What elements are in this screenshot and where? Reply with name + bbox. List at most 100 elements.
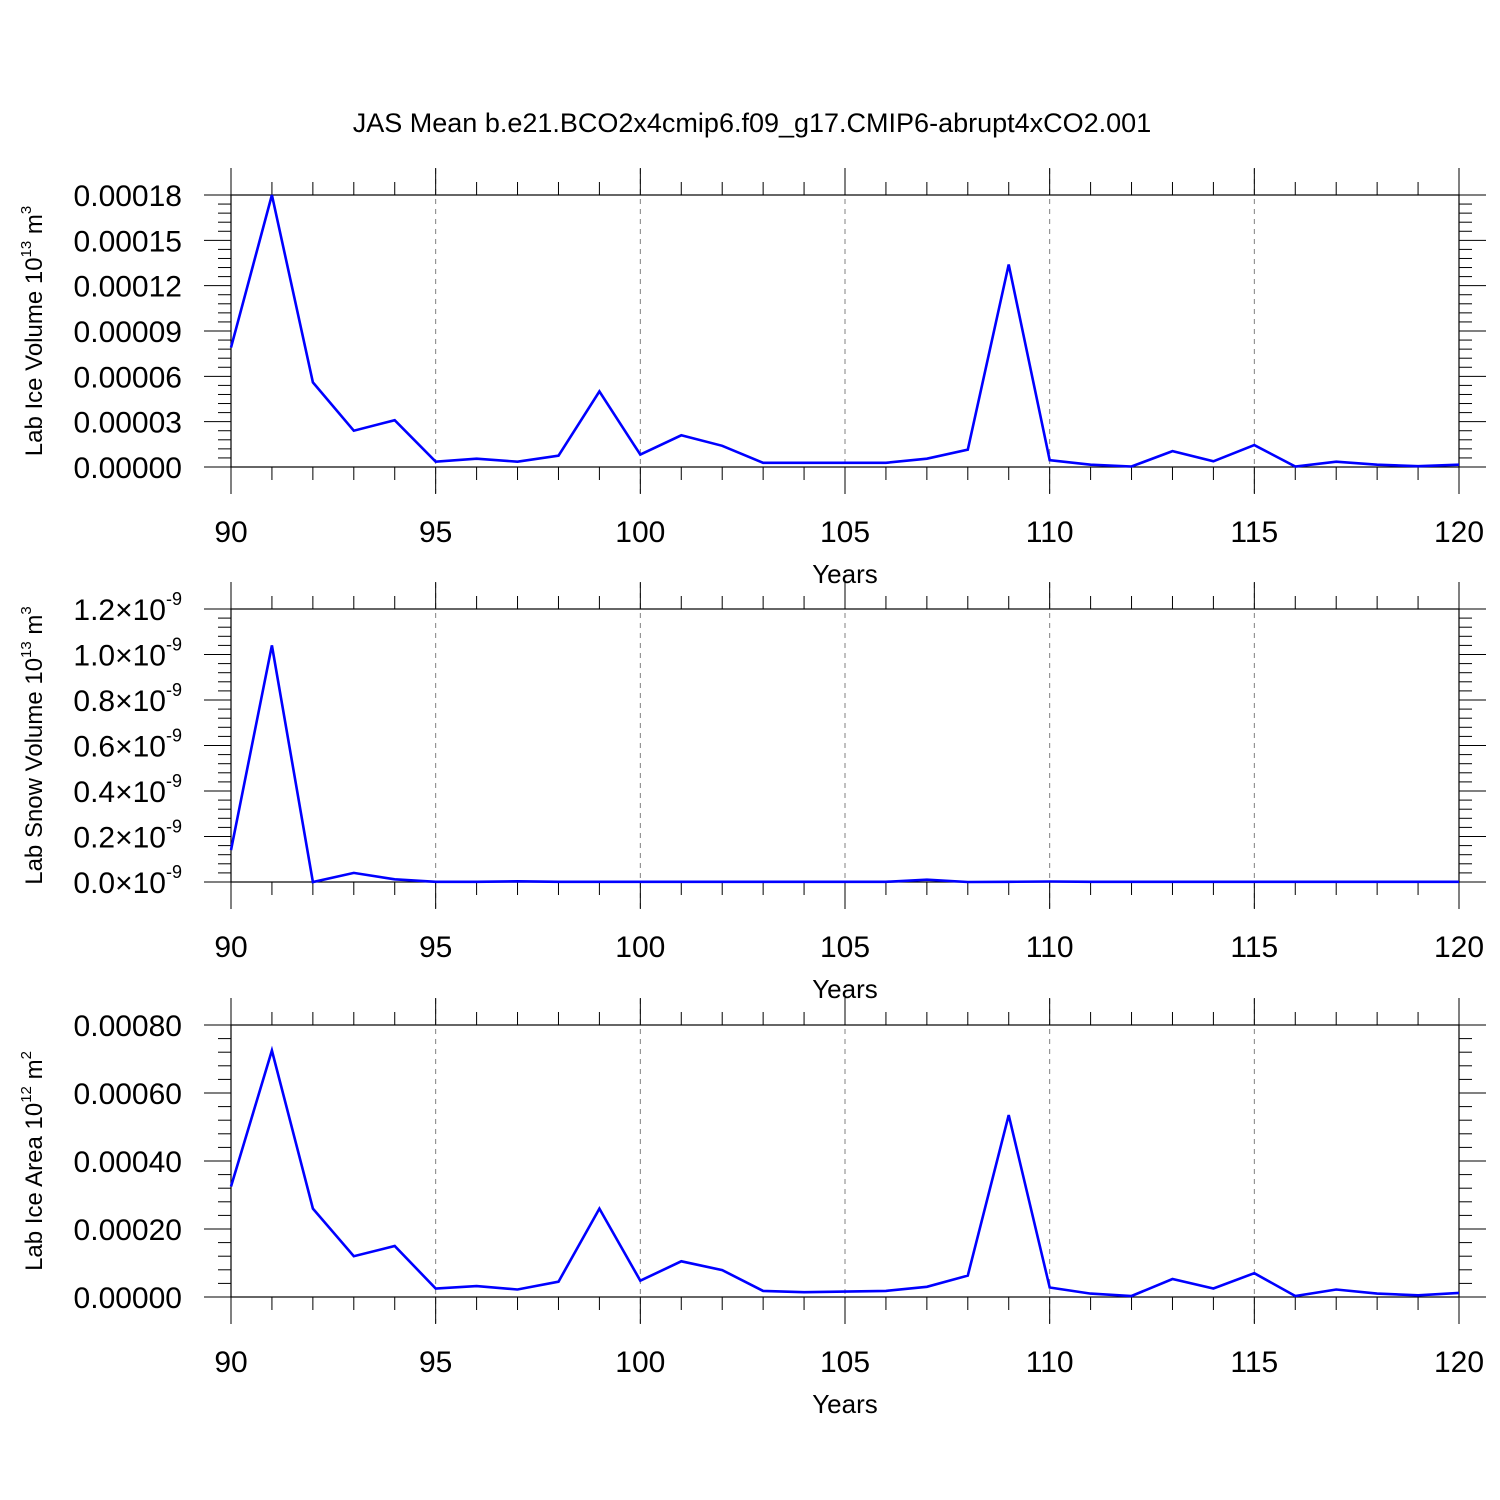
x-tick-label: 90 (214, 1346, 247, 1379)
data-point (1457, 463, 1461, 467)
y-axis-label: Lab Ice Volume 1013 m3 (18, 206, 48, 457)
data-point (516, 460, 520, 464)
y-tick-label: 0.00006 (74, 361, 182, 394)
x-tick-label: 95 (419, 516, 452, 549)
data-point (1293, 1294, 1297, 1298)
data-point (311, 1207, 315, 1211)
data-point (966, 1274, 970, 1278)
data-point (925, 457, 929, 461)
data-point (475, 457, 479, 461)
x-tick-label: 90 (214, 931, 247, 964)
data-point (434, 460, 438, 464)
data-point (434, 880, 438, 884)
data-point (1457, 880, 1461, 884)
chart-panels: 90 95 100 105 110 115 120 Years 0.00000 0.00003 0.… (18, 168, 1486, 1419)
data-point (1130, 465, 1134, 469)
data-point (1293, 880, 1297, 884)
data-point (679, 433, 683, 437)
x-axis-label: Years (812, 1389, 878, 1419)
data-point (638, 1279, 642, 1283)
y-tick-label: 0.00015 (74, 225, 182, 258)
data-point (434, 1287, 438, 1291)
x-tick-label: 100 (615, 1346, 665, 1379)
x-tick-label: 110 (1026, 931, 1074, 964)
data-point (229, 848, 233, 852)
data-point (1007, 263, 1011, 267)
data-point (475, 1284, 479, 1288)
x-tick-label: 110 (1026, 1346, 1074, 1379)
data-point (925, 1285, 929, 1289)
y-tick-label: 0.00060 (74, 1078, 182, 1111)
data-point (1089, 463, 1093, 467)
series-line (229, 194, 1460, 468)
data-point (761, 1289, 765, 1293)
data-point (556, 1280, 560, 1284)
data-point (884, 1289, 888, 1293)
data-point (352, 871, 356, 875)
data-point (843, 880, 847, 884)
data-point (1416, 880, 1420, 884)
data-point (1170, 880, 1174, 884)
data-point (884, 461, 888, 465)
data-point (925, 878, 929, 882)
data-point (516, 879, 520, 883)
data-point (1375, 463, 1379, 467)
data-point (1089, 1292, 1093, 1296)
data-point (843, 461, 847, 465)
data-point (1211, 459, 1215, 463)
data-point (843, 1290, 847, 1294)
data-point (1252, 880, 1256, 884)
y-tick-label: 0.8×10-9 (73, 680, 182, 718)
data-point (966, 880, 970, 884)
data-point (638, 453, 642, 457)
data-point (393, 877, 397, 881)
y-tick-label: 1.2×10-9 (73, 589, 182, 627)
data-point (1334, 460, 1338, 464)
y-tick-label: 0.00000 (74, 1282, 182, 1315)
data-point (1416, 1293, 1420, 1297)
x-tick-label: 105 (820, 516, 870, 549)
data-point (1089, 880, 1093, 884)
x-tick-label: 105 (820, 931, 870, 964)
x-tick-label: 120 (1434, 931, 1484, 964)
data-point (393, 1244, 397, 1248)
data-point (1130, 1294, 1134, 1298)
x-tick-label: 95 (419, 1346, 452, 1379)
y-tick-label: 0.6×10-9 (73, 726, 182, 764)
y-tick-label: 0.0×10-9 (73, 862, 182, 900)
data-point (1334, 1288, 1338, 1292)
data-point (638, 880, 642, 884)
y-tick-label: 0.00003 (74, 407, 182, 440)
chart-panel-3: 90 95 100 105 110 115 120 Years 0.00000 0.00020 0.… (18, 998, 1486, 1419)
data-point (966, 448, 970, 452)
series-line (229, 645, 1459, 884)
x-tick-label: 90 (214, 516, 247, 549)
y-tick-label: 0.00080 (74, 1010, 182, 1043)
data-point (1375, 880, 1379, 884)
data-point (1334, 880, 1338, 884)
x-tick-label: 100 (615, 516, 665, 549)
data-point (884, 880, 888, 884)
x-tick-label: 115 (1230, 931, 1278, 964)
data-point (1252, 1271, 1256, 1275)
data-point (393, 418, 397, 422)
data-point (1211, 1287, 1215, 1291)
y-tick-label: 1.0×10-9 (73, 635, 182, 673)
data-point (1007, 1113, 1011, 1117)
y-tick-label: 0.00009 (74, 316, 182, 349)
data-point (556, 880, 560, 884)
data-point (516, 1288, 520, 1292)
data-point (1293, 465, 1297, 469)
data-point (1416, 464, 1420, 468)
data-point (761, 880, 765, 884)
chart-title: JAS Mean b.e21.BCO2x4cmip6.f09_g17.CMIP6… (353, 108, 1151, 138)
data-point (679, 1259, 683, 1263)
series-line (229, 1045, 1460, 1298)
chart-panel-1: 90 95 100 105 110 115 120Years0.000000.000030.… (18, 168, 1486, 589)
data-point (1170, 1277, 1174, 1281)
data-point (597, 1207, 601, 1211)
data-point (1048, 1285, 1052, 1289)
x-tick-label: 100 (615, 931, 665, 964)
data-point (1048, 458, 1052, 462)
